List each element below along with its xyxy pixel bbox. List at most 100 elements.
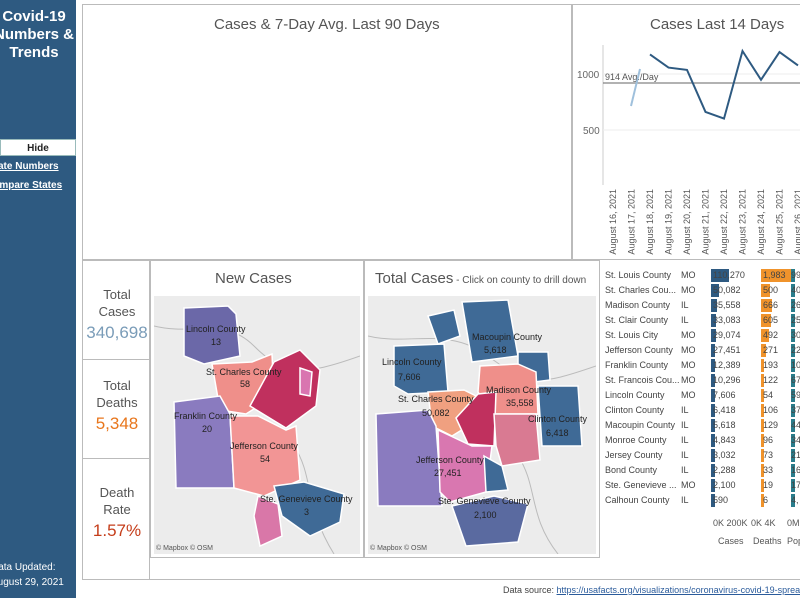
- compare-states-link[interactable]: Compare States: [0, 180, 63, 191]
- table-row[interactable]: St. Clair County IL 33,083 605 25: [603, 313, 800, 328]
- cases-bar: [711, 464, 715, 477]
- table-row[interactable]: Madison County IL 35,558 666 26: [603, 298, 800, 313]
- county-pop: 44: [791, 420, 800, 430]
- sidebar-title-line: Covid-19: [2, 8, 66, 25]
- county-deaths: 122: [763, 375, 779, 385]
- data-source: Data source: https://usafacts.org/visual…: [503, 585, 800, 595]
- lincoln-county-value: 7,606: [398, 372, 421, 382]
- deaths-bar: [761, 269, 795, 282]
- county-cases: 590: [713, 495, 729, 505]
- county-name: Macoupin County: [605, 420, 676, 430]
- ste-genevieve-county-value: 2,100: [474, 510, 497, 520]
- pop-bar: [791, 419, 795, 432]
- county-pop: 67: [791, 375, 800, 385]
- cases-bar: [711, 314, 716, 327]
- county-name: St. Clair County: [605, 315, 669, 325]
- ste-genevieve-county-label: Ste. Genevieve County: [260, 494, 353, 504]
- ste-genevieve-county-label: Ste. Genevieve County: [438, 496, 531, 506]
- county-deaths: 500: [763, 285, 779, 295]
- x-tick-label: August 19, 2021: [664, 189, 674, 255]
- map-credit[interactable]: © Mapbox © OSM: [156, 545, 213, 552]
- county-state: MO: [681, 285, 696, 295]
- total-cases-label: Total Cases: [83, 286, 149, 320]
- county-pop: 26: [791, 300, 800, 310]
- county-cases: 35,558: [713, 300, 741, 310]
- pop-bar: [791, 359, 795, 372]
- table-row[interactable]: St. Louis County MO 110,270 1,983 99: [603, 268, 800, 283]
- cases-column-header: Cases: [718, 536, 744, 546]
- ste-genevieve-county-shape: [451, 495, 529, 547]
- county-deaths: 6: [763, 495, 769, 505]
- pop-bar: [791, 389, 795, 402]
- clinton-county-label: Clinton County: [528, 414, 588, 424]
- table-row[interactable]: Calhoun County IL 590 6 4,: [603, 493, 800, 508]
- sidebar-title-line: Numbers &: [0, 26, 75, 43]
- table-row[interactable]: Macoupin County IL 5,618 129 44: [603, 418, 800, 433]
- county-state: IL: [681, 405, 689, 415]
- county-pop: 10: [791, 360, 800, 370]
- total-cases-map[interactable]: Macoupin County 5,618 Lincoln County 7,6…: [368, 296, 596, 554]
- jefferson-county-label: Jefferson County: [230, 441, 298, 451]
- cases-bar: [711, 419, 715, 432]
- new-cases-map[interactable]: Lincoln County 13 St. Charles County 58 …: [154, 296, 360, 554]
- pop-bar: [791, 434, 795, 447]
- deaths-bar: [761, 359, 764, 372]
- county-state: MO: [681, 375, 696, 385]
- pop-bar: [791, 329, 795, 342]
- table-row[interactable]: St. Francois Cou... MO 10,296 122 67: [603, 373, 800, 388]
- county-name: Jersey County: [605, 450, 663, 460]
- deaths-bar: [761, 389, 764, 402]
- map-credit[interactable]: © Mapbox © OSM: [370, 545, 427, 552]
- table-row[interactable]: Clinton County IL 6,418 106 37: [603, 403, 800, 418]
- county-pop: 16: [791, 465, 800, 475]
- table-row[interactable]: Ste. Genevieve ... MO 2,100 19 17: [603, 478, 800, 493]
- cases-14-day-title: Cases Last 14 Days: [650, 16, 785, 33]
- data-source-link[interactable]: https://usafacts.org/visualizations/coro…: [556, 585, 800, 595]
- st-charles-county-value: 50,082: [422, 408, 450, 418]
- table-row[interactable]: Monroe County IL 4,843 96 34: [603, 433, 800, 448]
- pop-bar: [791, 374, 795, 387]
- county-name: Ste. Genevieve ...: [605, 480, 677, 490]
- total-cases-value: 340,698: [86, 323, 148, 342]
- hide-button[interactable]: Hide: [0, 139, 76, 156]
- table-row[interactable]: Franklin County MO 12,389 193 10: [603, 358, 800, 373]
- franklin-county-label: Franklin County: [174, 411, 238, 421]
- table-row[interactable]: Jersey County IL 3,032 73 21: [603, 448, 800, 463]
- data-updated-label: Data Updated:: [0, 562, 56, 573]
- county-name: St. Louis City: [605, 330, 659, 340]
- county-deaths: 129: [763, 420, 779, 430]
- table-row[interactable]: St. Louis City MO 29,074 492 30: [603, 328, 800, 343]
- table-row[interactable]: Bond County IL 2,288 33 16: [603, 463, 800, 478]
- total-deaths-value: 5,348: [95, 414, 139, 433]
- river-path: [517, 455, 559, 554]
- county-cases: 29,074: [713, 330, 741, 340]
- x-tick-label: August 24, 2021: [756, 189, 766, 255]
- county-cases: 12,389: [713, 360, 741, 370]
- pop-bar: [791, 494, 795, 507]
- pop-bar: [791, 284, 795, 297]
- county-deaths: 666: [763, 300, 779, 310]
- state-numbers-link[interactable]: State Numbers: [0, 161, 59, 172]
- county-pop: 21: [791, 450, 800, 460]
- y-tick-1000: 1000: [577, 70, 600, 81]
- total-cases-label-1: Total: [103, 287, 131, 302]
- x-tick-label: August 18, 2021: [645, 189, 655, 255]
- county-deaths: 271: [763, 345, 779, 355]
- county-name: Franklin County: [605, 360, 669, 370]
- county-cases: 5,618: [713, 420, 736, 430]
- table-row[interactable]: Lincoln County MO 7,606 54 59: [603, 388, 800, 403]
- clinton-county-value: 6,418: [546, 428, 569, 438]
- deaths-axis-label: 0K 4K: [751, 518, 776, 528]
- table-row[interactable]: St. Charles Cou... MO 50,082 500 40: [603, 283, 800, 298]
- county-state: MO: [681, 390, 696, 400]
- sidebar: Covid-19 Numbers & Trends Hide State Num…: [0, 0, 76, 598]
- county-pop: 40: [791, 285, 800, 295]
- cases-14-day-chart: 1000 500 914 Avg./Day August 16, 2021 Aug…: [577, 45, 800, 255]
- cases-bar: [711, 494, 715, 507]
- cases-bar: [711, 329, 716, 342]
- data-updated-date: August 29, 2021: [0, 577, 64, 588]
- table-row[interactable]: Jefferson County MO 27,451 271 22: [603, 343, 800, 358]
- county-cases: 6,418: [713, 405, 736, 415]
- county-cases: 7,606: [713, 390, 736, 400]
